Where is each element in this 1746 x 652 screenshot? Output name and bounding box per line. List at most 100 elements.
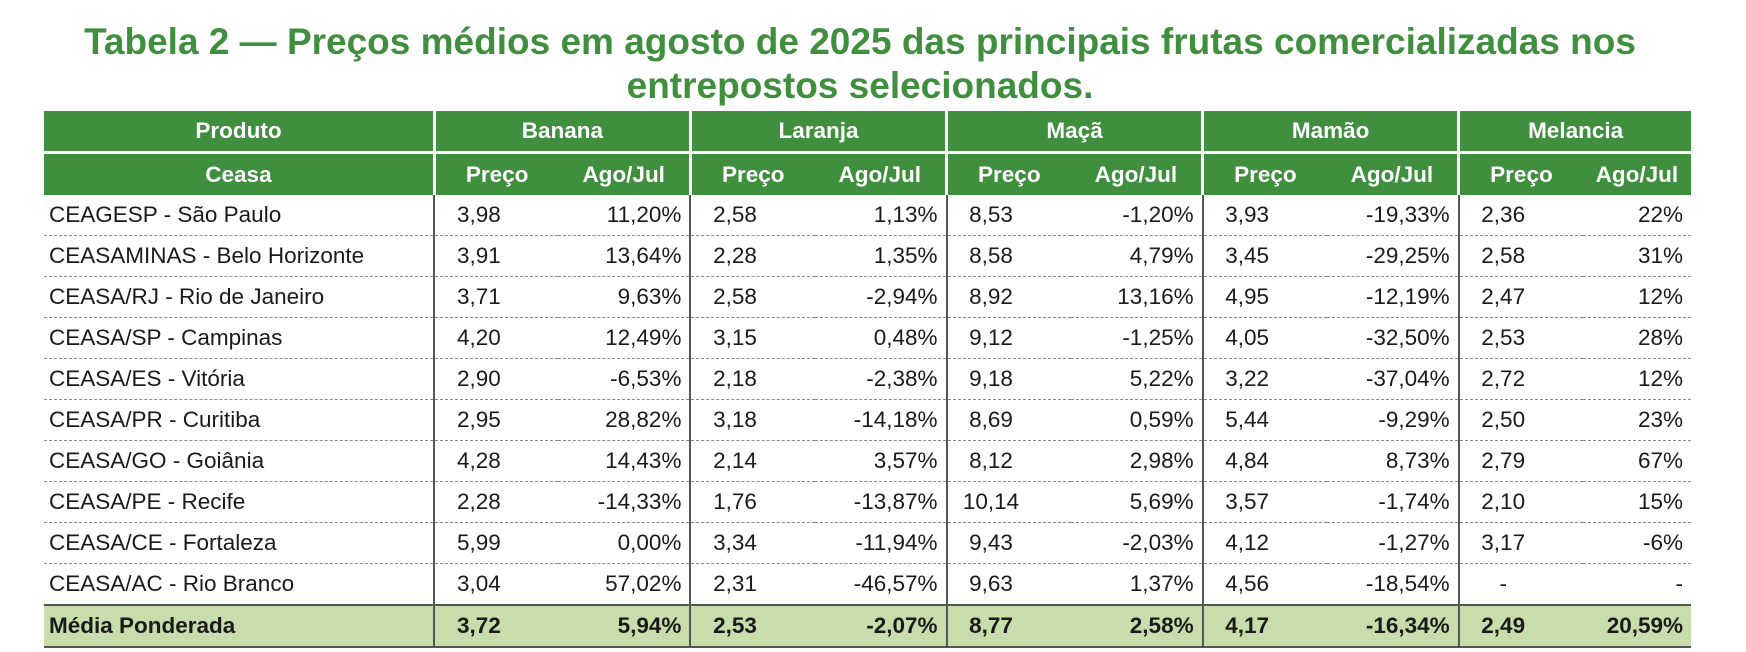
change-cell: 22%: [1582, 195, 1691, 236]
change-cell: 0,00%: [558, 522, 691, 564]
price-cell: 8,69: [945, 399, 1071, 441]
change-cell: -1,20%: [1070, 195, 1203, 236]
price-cell: 2,58: [1457, 235, 1583, 277]
change-cell: 20,59%: [1582, 604, 1691, 648]
ceasa-name: CEASA/PE - Recife: [44, 481, 435, 523]
price-cell: 2,90: [433, 358, 559, 400]
change-cell: 12%: [1582, 358, 1691, 400]
change-cell: 57,02%: [558, 563, 691, 606]
header-price: Preço: [1457, 151, 1583, 195]
price-cell: 2,72: [1457, 358, 1583, 400]
header-row-products: Produto Banana Laranja Maçã Mamão Melanc…: [44, 111, 1691, 153]
price-cell: 9,12: [945, 317, 1071, 359]
change-cell: -1,25%: [1070, 317, 1203, 359]
change-cell: 12%: [1582, 276, 1691, 318]
ceasa-name: CEASA/RJ - Rio de Janeiro: [44, 276, 435, 318]
change-cell: 5,69%: [1070, 481, 1203, 523]
change-cell: 2,98%: [1070, 440, 1203, 482]
change-cell: 8,73%: [1326, 440, 1459, 482]
change-cell: -2,03%: [1070, 522, 1203, 564]
change-cell: 13,16%: [1070, 276, 1203, 318]
ceasa-name: CEASA/AC - Rio Branco: [44, 563, 435, 606]
price-cell: 3,15: [689, 317, 815, 359]
table-row: CEASA/AC - Rio Branco 3,04 57,02% 2,31 -46,5…: [44, 563, 1691, 606]
price-cell: 2,47: [1457, 276, 1583, 318]
change-cell: 3,57%: [814, 440, 947, 482]
change-cell: -14,33%: [558, 481, 691, 523]
change-cell: -37,04%: [1326, 358, 1459, 400]
price-cell: 2,58: [689, 195, 815, 236]
table-row: CEASA/RJ - Rio de Janeiro 3,71 9,63% 2,58 -2…: [44, 276, 1691, 318]
change-cell: 15%: [1582, 481, 1691, 523]
change-cell: -: [1582, 563, 1691, 606]
table-title: Tabela 2 — Preços médios em agosto de 20…: [84, 21, 1636, 106]
price-cell: 1,76: [689, 481, 815, 523]
change-cell: -6%: [1582, 522, 1691, 564]
change-cell: -29,25%: [1326, 235, 1459, 277]
table-row: CEASA/GO - Goiânia 4,28 14,43% 2,14 3,57% 8,1…: [44, 440, 1691, 482]
price-cell: 3,04: [433, 563, 559, 606]
change-cell: 12,49%: [558, 317, 691, 359]
price-cell: 2,28: [433, 481, 559, 523]
header-laranja: Laranja: [688, 111, 947, 153]
change-cell: 23%: [1582, 399, 1691, 441]
price-cell: 4,12: [1201, 522, 1327, 564]
ceasa-name: CEASA/CE - Fortaleza: [44, 522, 435, 564]
header-ceasa: Ceasa: [44, 151, 435, 195]
ceasa-name: CEASA/GO - Goiânia: [44, 440, 435, 482]
table-row: CEASA/PE - Recife 2,28 -14,33% 1,76 -13,87% 1…: [44, 481, 1691, 523]
price-cell: 3,57: [1201, 481, 1327, 523]
table-row: CEASAMINAS - Belo Horizonte 3,91 13,64% 2,2…: [44, 235, 1691, 277]
header-change: Ago/Jul: [1582, 151, 1691, 195]
price-cell: 3,18: [689, 399, 815, 441]
table-row: CEASA/CE - Fortaleza 5,99 0,00% 3,34 -11,94%…: [44, 522, 1691, 564]
price-cell: 9,18: [945, 358, 1071, 400]
ceasa-name: CEASAMINAS - Belo Horizonte: [44, 235, 435, 277]
change-cell: 0,59%: [1070, 399, 1203, 441]
price-cell: 3,72: [433, 604, 559, 648]
change-cell: 1,37%: [1070, 563, 1203, 606]
header-change: Ago/Jul: [814, 151, 947, 195]
change-cell: 14,43%: [558, 440, 691, 482]
change-cell: -9,29%: [1326, 399, 1459, 441]
header-banana: Banana: [432, 111, 691, 153]
price-cell: 2,36: [1457, 195, 1583, 236]
change-cell: 4,79%: [1070, 235, 1203, 277]
change-cell: 13,64%: [558, 235, 691, 277]
price-cell: -: [1457, 563, 1583, 606]
change-cell: -16,34%: [1326, 604, 1459, 648]
price-cell: 3,34: [689, 522, 815, 564]
price-cell: 8,92: [945, 276, 1071, 318]
change-cell: 28%: [1582, 317, 1691, 359]
price-cell: 3,93: [1201, 195, 1327, 236]
price-cell: 2,79: [1457, 440, 1583, 482]
price-cell: 2,53: [689, 604, 815, 648]
change-cell: 1,13%: [814, 195, 947, 236]
price-cell: 8,53: [945, 195, 1071, 236]
table-body: CEAGESP - São Paulo 3,98 11,20% 2,58 1,13% 8,…: [44, 195, 1691, 648]
price-cell: 3,22: [1201, 358, 1327, 400]
change-cell: -46,57%: [814, 563, 947, 606]
price-cell: 5,99: [433, 522, 559, 564]
price-cell: 4,95: [1201, 276, 1327, 318]
change-cell: 11,20%: [558, 195, 691, 236]
change-cell: -1,74%: [1326, 481, 1459, 523]
price-cell: 3,45: [1201, 235, 1327, 277]
price-cell: 2,28: [689, 235, 815, 277]
ceasa-name: CEASA/ES - Vitória: [44, 358, 435, 400]
header-price: Preço: [945, 151, 1071, 195]
price-cell: 4,56: [1201, 563, 1327, 606]
price-cell: 3,17: [1457, 522, 1583, 564]
price-cell: 2,31: [689, 563, 815, 606]
header-price: Preço: [688, 151, 815, 195]
change-cell: -6,53%: [558, 358, 691, 400]
change-cell: -32,50%: [1326, 317, 1459, 359]
header-price: Preço: [1201, 151, 1327, 195]
price-cell: 8,58: [945, 235, 1071, 277]
change-cell: -13,87%: [814, 481, 947, 523]
header-price: Preço: [432, 151, 559, 195]
header-row-metrics: Ceasa Preço Ago/Jul Preço Ago/Jul Preço …: [44, 151, 1691, 195]
table-row: CEAGESP - São Paulo 3,98 11,20% 2,58 1,13% 8,…: [44, 195, 1691, 236]
header-change: Ago/Jul: [558, 151, 691, 195]
change-cell: -19,33%: [1326, 195, 1459, 236]
